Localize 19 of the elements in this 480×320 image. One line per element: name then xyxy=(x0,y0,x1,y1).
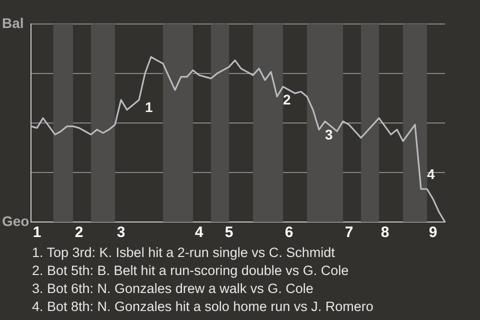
x-tick-label: 7 xyxy=(344,224,354,242)
text: Bal xyxy=(2,15,24,31)
text: 1. Top 3rd: K. Isbel hit a 2-run single vs C. Schmidt xyxy=(32,244,336,262)
x-tick-label: 6 xyxy=(284,224,294,242)
annotation: 4 xyxy=(427,166,435,182)
text: 4. Bot 8th: N. Gonzales hit a solo home run vs J. Romero xyxy=(32,298,374,316)
text: 2. Bot 5th: B. Belt hit a run-scoring double vs G. Cole xyxy=(32,262,350,280)
x-tick-label: 2 xyxy=(74,224,84,242)
x-tick-label: 1 xyxy=(32,224,42,242)
annotation: 1 xyxy=(145,98,153,115)
text: Geo xyxy=(2,213,30,229)
x-tick-label: 5 xyxy=(224,224,234,242)
x-tick-label: 8 xyxy=(380,224,390,242)
x-tick-label: 9 xyxy=(428,224,438,242)
annotation: 3 xyxy=(325,126,333,142)
x-tick-label: 4 xyxy=(194,224,204,242)
x-tick-label: 3 xyxy=(116,224,126,242)
text: 3. Bot 6th: N. Gonzales drew a walk vs G. Cole xyxy=(32,280,314,298)
annotation: 2 xyxy=(283,91,291,108)
